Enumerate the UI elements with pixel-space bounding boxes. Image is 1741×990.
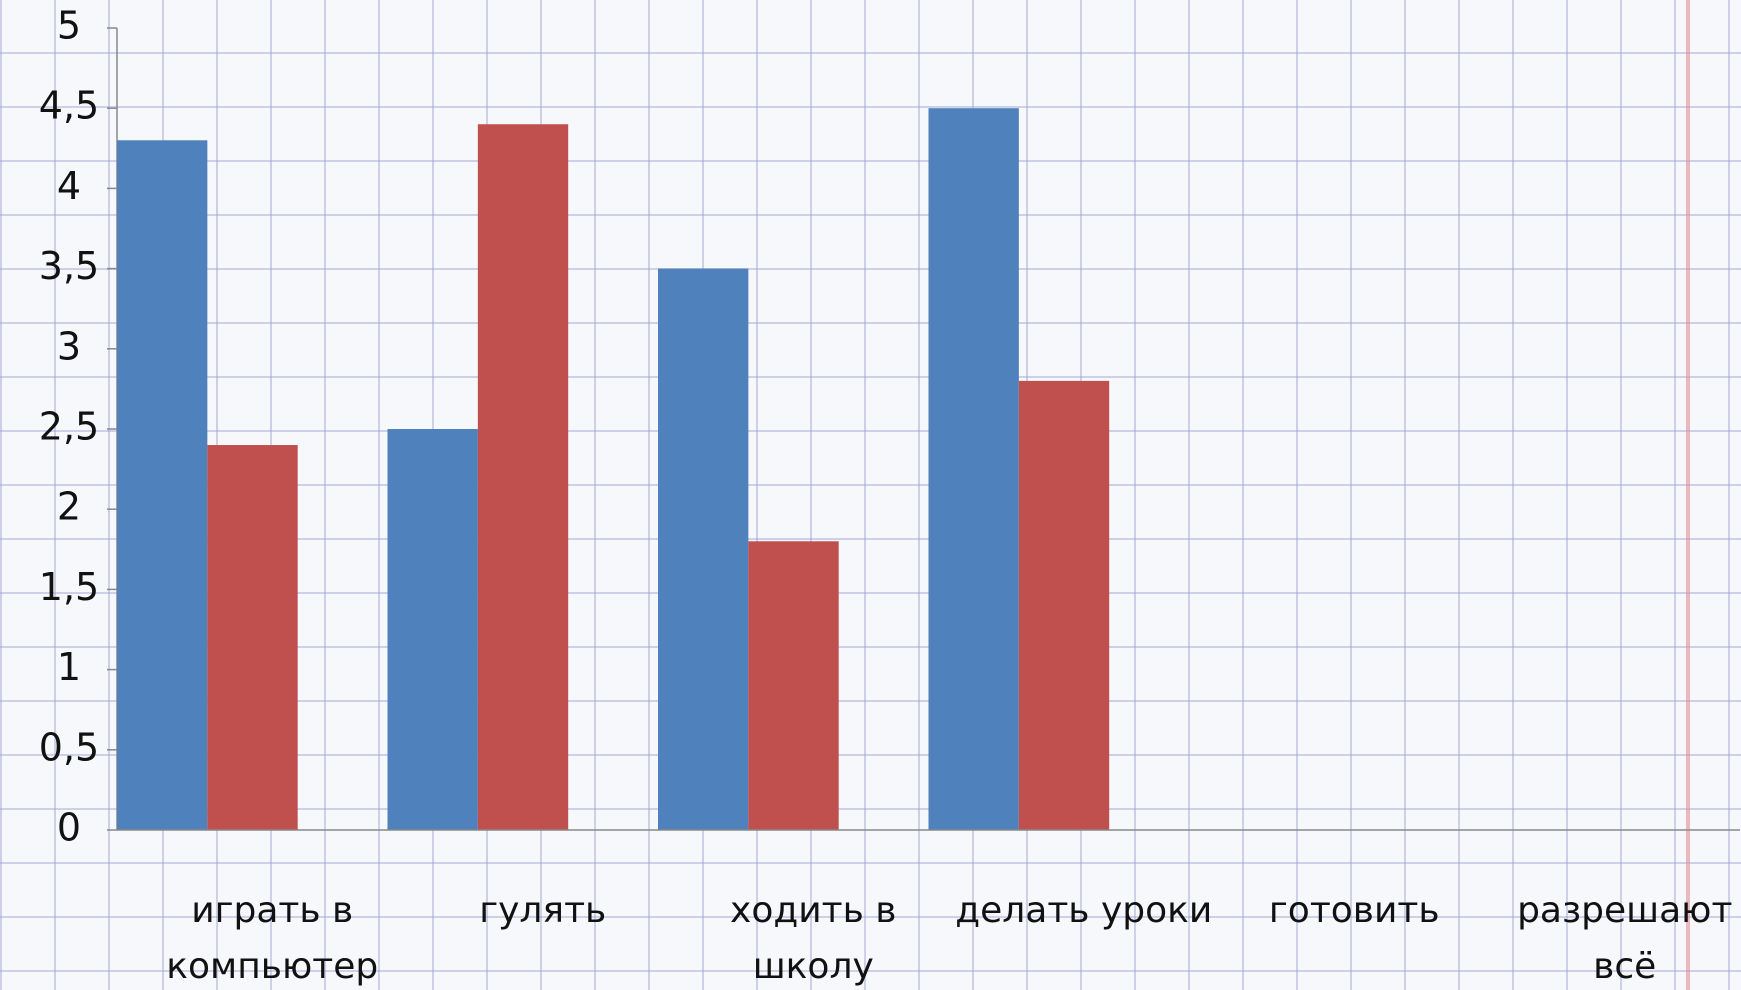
bar (928, 108, 1019, 830)
y-tick-label: 3 (57, 324, 81, 368)
x-tick-label: ходить в школу (730, 890, 897, 987)
bar (1018, 380, 1110, 830)
x-tick-label: делать уроки (955, 890, 1213, 931)
bar (207, 445, 298, 830)
bar (658, 268, 749, 831)
y-tick-label: 1,5 (39, 565, 99, 609)
y-tick-label: 1 (57, 645, 81, 689)
y-tick-label: 2,5 (39, 405, 99, 449)
bar (748, 541, 839, 830)
bar (387, 429, 478, 830)
bar (117, 140, 208, 830)
y-tick-label: 0 (57, 806, 81, 850)
y-tick-label: 0,5 (39, 725, 99, 769)
y-tick-label: 4 (57, 164, 81, 208)
y-tick-label: 2 (57, 485, 81, 529)
y-tick-label: 4,5 (39, 84, 99, 128)
x-tick-label: готовить (1268, 890, 1440, 931)
margin-line (1686, 0, 1690, 990)
y-tick-label: 3,5 (39, 244, 99, 288)
y-tick-label: 5 (57, 4, 81, 48)
x-tick-label: играть в компьютер (166, 890, 379, 987)
x-tick-label: разрешают всё (1517, 890, 1733, 987)
bar (477, 124, 569, 831)
x-tick-label: гулять (479, 890, 607, 931)
